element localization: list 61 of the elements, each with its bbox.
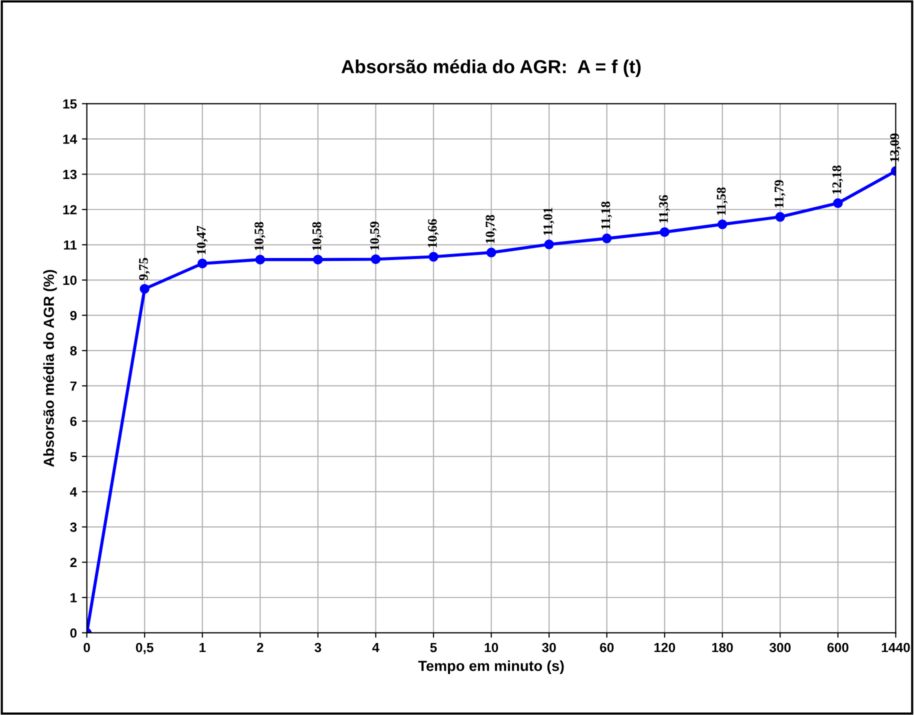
y-tick-label: 14 — [63, 134, 78, 144]
data-label: 10,58 — [254, 222, 266, 250]
y-tick-label: 11 — [64, 240, 77, 250]
x-tick-label: 3 — [314, 642, 322, 652]
data-label: 10,66 — [428, 219, 439, 248]
data-label: 10,58 — [312, 222, 324, 250]
y-tick-label: 15 — [63, 99, 77, 109]
y-tick-label: 5 — [70, 452, 77, 462]
x-tick-label: 60 — [600, 642, 614, 652]
data-label: 9,75 — [139, 258, 150, 280]
y-tick-label: 6 — [70, 416, 77, 426]
point — [660, 227, 670, 237]
data-label: 10,59 — [370, 222, 381, 250]
y-tick-label: 3 — [70, 522, 77, 532]
data-label: 11,58 — [716, 187, 728, 215]
y-tick-label: 9 — [70, 310, 77, 320]
data-label: 12,18 — [832, 166, 844, 194]
point — [313, 254, 323, 264]
point — [428, 252, 438, 262]
x-axis-title: Tempo em minuto (s) — [418, 660, 564, 674]
x-tick-label: 0 — [84, 642, 90, 652]
x-tick-label: 0,5 — [136, 642, 154, 654]
y-tick-label: 10 — [63, 276, 77, 285]
point — [486, 248, 496, 258]
x-tick-label: 300 — [769, 642, 791, 652]
chart-title: Absorsão média do AGR: A = f (t) — [341, 59, 641, 78]
point — [833, 198, 843, 208]
x-tick-label: 1440 — [882, 642, 910, 652]
x-tick-label: 10 — [484, 642, 498, 652]
y-tick-label: 12 — [63, 205, 77, 214]
y-axis-title: Absorsão média do AGR (%) — [43, 270, 57, 467]
point — [718, 219, 728, 230]
data-label: 10,78 — [486, 214, 496, 244]
data-label: 11,18 — [601, 202, 612, 230]
point — [140, 284, 150, 294]
x-tick-label: 4 — [372, 642, 380, 652]
x-tick-label: 120 — [654, 642, 676, 652]
x-tick-label: 2 — [256, 642, 264, 652]
data-label: 11,36 — [659, 195, 670, 223]
y-tick-label: 2 — [70, 558, 77, 568]
point — [775, 212, 786, 222]
point — [198, 258, 208, 268]
y-tick-label: 13 — [63, 170, 77, 180]
y-tick-label: 8 — [70, 346, 77, 356]
x-tick-label: 5 — [430, 642, 437, 652]
y-tick-label: 7 — [70, 382, 77, 391]
x-tick-label: 1 — [200, 642, 206, 652]
y-tick-label: 0 — [70, 628, 77, 638]
point — [255, 254, 266, 264]
x-tick-label: 600 — [827, 642, 848, 652]
data-label: 11,79 — [774, 180, 786, 208]
y-tick-label: 4 — [70, 487, 78, 496]
data-label: 11,01 — [543, 208, 554, 236]
point — [602, 234, 612, 244]
x-tick-label: 180 — [712, 642, 733, 652]
data-label: 10,47 — [196, 226, 208, 254]
point — [370, 254, 381, 264]
point — [544, 240, 554, 250]
data-label: 13,09 — [890, 134, 901, 162]
x-tick-label: 30 — [542, 642, 556, 652]
y-tick-label: 1 — [70, 593, 77, 602]
